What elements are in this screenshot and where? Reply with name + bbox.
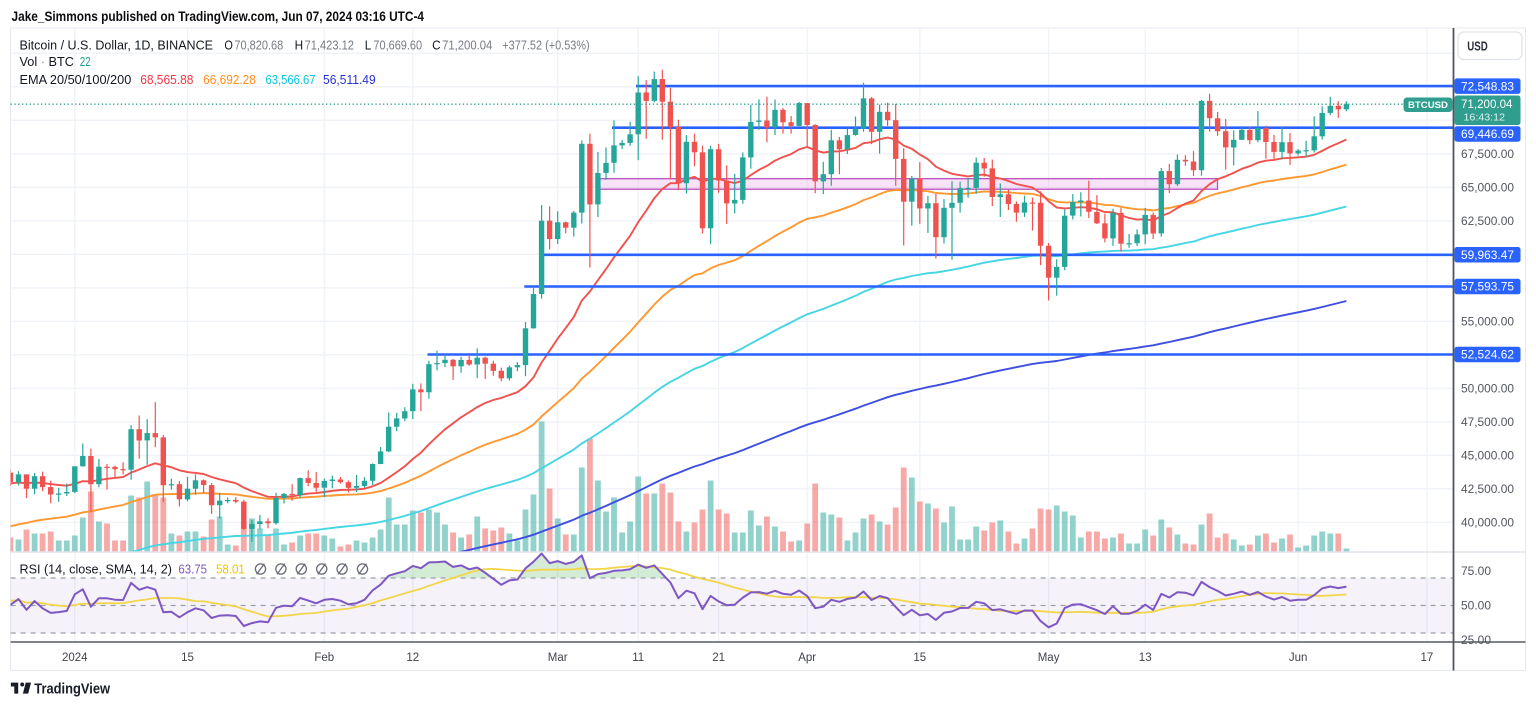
svg-text:USD: USD: [1467, 40, 1488, 54]
svg-text:22: 22: [80, 54, 91, 69]
svg-text:Jun: Jun: [1289, 652, 1308, 664]
svg-text:70,820.68: 70,820.68: [234, 38, 283, 53]
svg-text:56,511.49: 56,511.49: [323, 72, 376, 87]
svg-text:45,000.00: 45,000.00: [1461, 450, 1514, 462]
svg-text:15: 15: [181, 652, 194, 664]
svg-text:L: L: [365, 38, 372, 53]
svg-text:47,500.00: 47,500.00: [1461, 417, 1514, 429]
svg-text:68,565.88: 68,565.88: [140, 72, 193, 87]
svg-text:H: H: [295, 38, 304, 53]
svg-text:62,500.00: 62,500.00: [1461, 216, 1514, 228]
svg-text:+377.52 (+0.53%): +377.52 (+0.53%): [502, 38, 589, 53]
svg-text:66,692.28: 66,692.28: [203, 72, 256, 87]
svg-text:O: O: [224, 38, 233, 53]
svg-text:TradingView: TradingView: [34, 681, 110, 698]
svg-text:May: May: [1038, 652, 1060, 664]
svg-text:50.00: 50.00: [1461, 601, 1491, 613]
svg-text:13: 13: [1139, 652, 1152, 664]
svg-text:2024: 2024: [62, 652, 88, 664]
svg-text:17: 17: [1421, 652, 1434, 664]
svg-text:Bitcoin / U.S. Dollar, 1D, BIN: Bitcoin / U.S. Dollar, 1D, BINANCE: [20, 38, 214, 53]
svg-text:72,548.83: 72,548.83: [1461, 81, 1514, 93]
svg-text:BTCUSD: BTCUSD: [1408, 100, 1448, 111]
svg-text:67,500.00: 67,500.00: [1461, 149, 1514, 161]
svg-text:C: C: [432, 38, 441, 53]
svg-text:57,593.75: 57,593.75: [1461, 282, 1514, 294]
svg-text:55,000.00: 55,000.00: [1461, 316, 1514, 328]
svg-text:70,669.60: 70,669.60: [373, 38, 422, 53]
svg-text:58.01: 58.01: [216, 562, 245, 577]
svg-text:65,000.00: 65,000.00: [1461, 182, 1514, 194]
svg-text:63,566.67: 63,566.67: [266, 72, 316, 87]
svg-text:71,200.04: 71,200.04: [442, 38, 492, 53]
svg-text:Vol · BTC: Vol · BTC: [20, 54, 75, 69]
svg-text:71,423.12: 71,423.12: [305, 38, 354, 53]
svg-text:EMA 20/50/100/200: EMA 20/50/100/200: [20, 72, 132, 87]
svg-text:52,524.62: 52,524.62: [1461, 350, 1514, 362]
svg-text:71,200.04: 71,200.04: [1461, 99, 1513, 111]
svg-text:Apr: Apr: [798, 652, 816, 664]
svg-text:15: 15: [913, 652, 926, 664]
svg-text:Mar: Mar: [548, 652, 568, 664]
svg-text:59,963.47: 59,963.47: [1461, 250, 1514, 262]
svg-text:69,446.69: 69,446.69: [1461, 129, 1514, 141]
svg-text:RSI (14, close, SMA, 14, 2): RSI (14, close, SMA, 14, 2): [20, 562, 173, 577]
svg-text:63.75: 63.75: [178, 562, 207, 577]
svg-text:50,000.00: 50,000.00: [1461, 383, 1514, 395]
svg-text:25.00: 25.00: [1461, 635, 1491, 647]
svg-text:21: 21: [712, 652, 725, 664]
svg-text:40,000.00: 40,000.00: [1461, 517, 1514, 529]
svg-text:75.00: 75.00: [1461, 566, 1491, 578]
svg-text:11: 11: [632, 652, 644, 664]
svg-text:12: 12: [406, 652, 419, 664]
svg-text:16:43:12: 16:43:12: [1464, 112, 1506, 124]
svg-text:Feb: Feb: [314, 652, 334, 664]
svg-text:Jake_Simmons published on Trad: Jake_Simmons published on TradingView.co…: [12, 9, 425, 24]
svg-text:42,500.00: 42,500.00: [1461, 484, 1514, 496]
